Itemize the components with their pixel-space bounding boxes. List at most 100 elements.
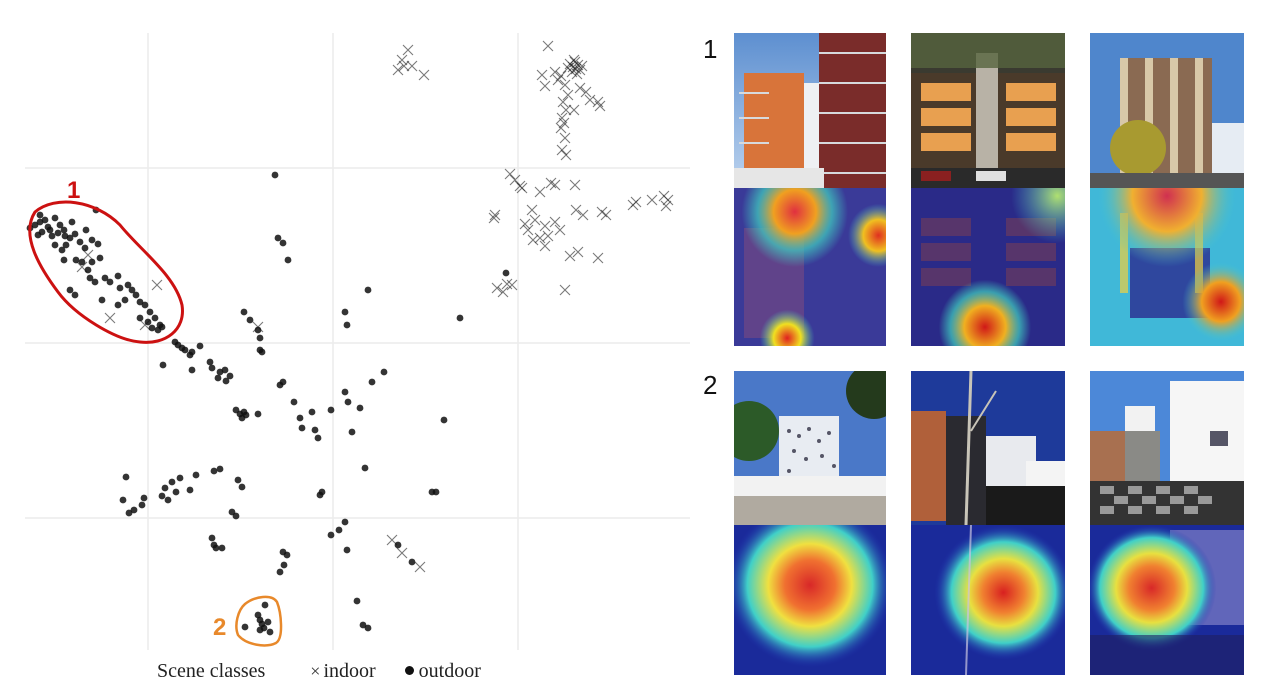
- outdoor-point: [341, 518, 349, 526]
- outdoor-point: [124, 281, 132, 289]
- outdoor-point: [344, 398, 352, 406]
- outdoor-point: [71, 230, 79, 238]
- example-row-1-label: 1: [703, 34, 718, 64]
- outdoor-point: [380, 368, 388, 376]
- outdoor-point: [254, 326, 262, 334]
- outdoor-point: [84, 266, 92, 274]
- outdoor-point: [361, 464, 369, 472]
- cluster-2-outline: [235, 595, 283, 647]
- outdoor-point: [212, 544, 220, 552]
- outdoor-point: [290, 398, 298, 406]
- legend-title: Scene classes: [157, 660, 266, 682]
- legend-item-outdoor: outdoor: [404, 660, 481, 683]
- outdoor-point: [502, 269, 510, 277]
- outdoor-point: [359, 621, 367, 629]
- indoor-point: [506, 279, 518, 291]
- outdoor-point: [258, 348, 266, 356]
- outdoor-point: [218, 544, 226, 552]
- indoor-point: [542, 230, 554, 242]
- outdoor-point: [78, 258, 86, 266]
- outdoor-point: [208, 364, 216, 372]
- outdoor-point: [327, 406, 335, 414]
- outdoor-point: [62, 241, 70, 249]
- scatter-plot: 1 2: [25, 33, 690, 650]
- outdoor-point: [256, 334, 264, 342]
- indoor-point: [398, 60, 410, 72]
- outdoor-point: [116, 284, 124, 292]
- outdoor-point: [408, 558, 416, 566]
- photo-row2-col3: [1090, 371, 1244, 525]
- outdoor-point: [311, 426, 319, 434]
- indoor-point: [539, 220, 551, 232]
- outdoor-point: [264, 618, 272, 626]
- cluster-1-outline: [28, 200, 184, 344]
- indoor-point: [504, 168, 516, 180]
- outdoor-point: [51, 241, 59, 249]
- outdoor-point: [48, 232, 56, 240]
- heatmap-row2-col3: [1090, 525, 1244, 675]
- example-row-2-label: 2: [703, 370, 718, 400]
- outdoor-point: [158, 323, 166, 331]
- indoor-point: [662, 194, 674, 206]
- outdoor-point: [283, 551, 291, 559]
- indoor-point: [489, 209, 501, 221]
- indoor-point: [592, 96, 604, 108]
- outdoor-point: [119, 496, 127, 504]
- outdoor-point: [266, 628, 274, 636]
- indoor-point: [418, 69, 430, 81]
- indoor-point: [151, 279, 163, 291]
- indoor-point: [646, 194, 658, 206]
- outdoor-point: [58, 246, 66, 254]
- indoor-point: [576, 60, 588, 72]
- indoor-point: [660, 200, 672, 212]
- outdoor-point: [221, 366, 229, 374]
- indoor-point: [562, 62, 574, 74]
- outdoor-point: [343, 321, 351, 329]
- outdoor-point: [106, 278, 114, 286]
- outdoor-point: [208, 534, 216, 542]
- outdoor-point: [72, 256, 80, 264]
- indoor-point: [600, 209, 612, 221]
- indoor-point: [552, 74, 564, 86]
- indoor-point: [491, 282, 503, 294]
- indoor-point: [522, 224, 534, 236]
- outdoor-point: [56, 221, 64, 229]
- indoor-point: [560, 104, 572, 116]
- outdoor-point: [274, 234, 282, 242]
- outdoor-point: [210, 467, 218, 475]
- indoor-point: [568, 54, 580, 66]
- outdoor-point: [348, 428, 356, 436]
- outdoor-point: [88, 236, 96, 244]
- outdoor-point: [241, 623, 249, 631]
- outdoor-point: [279, 378, 287, 386]
- outdoor-point: [98, 296, 106, 304]
- indoor-point: [549, 179, 561, 191]
- cluster-1-label: 1: [67, 177, 80, 204]
- indoor-point: [396, 54, 408, 66]
- indoor-point: [554, 224, 566, 236]
- outdoor-point: [54, 229, 62, 237]
- x-marker-icon: ×: [310, 661, 321, 681]
- outdoor-point: [82, 226, 90, 234]
- outdoor-point: [164, 496, 172, 504]
- outdoor-point: [144, 318, 152, 326]
- outdoor-point: [214, 374, 222, 382]
- outdoor-point: [256, 616, 264, 624]
- indoor-point: [534, 186, 546, 198]
- outdoor-point: [114, 272, 122, 280]
- outdoor-point: [151, 314, 159, 322]
- outdoor-point: [176, 474, 184, 482]
- photo-row1-col3: [1090, 33, 1244, 188]
- indoor-point: [539, 80, 551, 92]
- outdoor-point: [192, 471, 200, 479]
- outdoor-point: [60, 256, 68, 264]
- outdoor-point: [341, 388, 349, 396]
- outdoor-point: [159, 361, 167, 369]
- indoor-point: [406, 60, 418, 72]
- indoor-point: [592, 252, 604, 264]
- outdoor-point: [394, 541, 402, 549]
- indoor-point: [104, 312, 116, 324]
- outdoor-point: [216, 465, 224, 473]
- indoor-point: [527, 234, 539, 246]
- indoor-point: [516, 182, 528, 194]
